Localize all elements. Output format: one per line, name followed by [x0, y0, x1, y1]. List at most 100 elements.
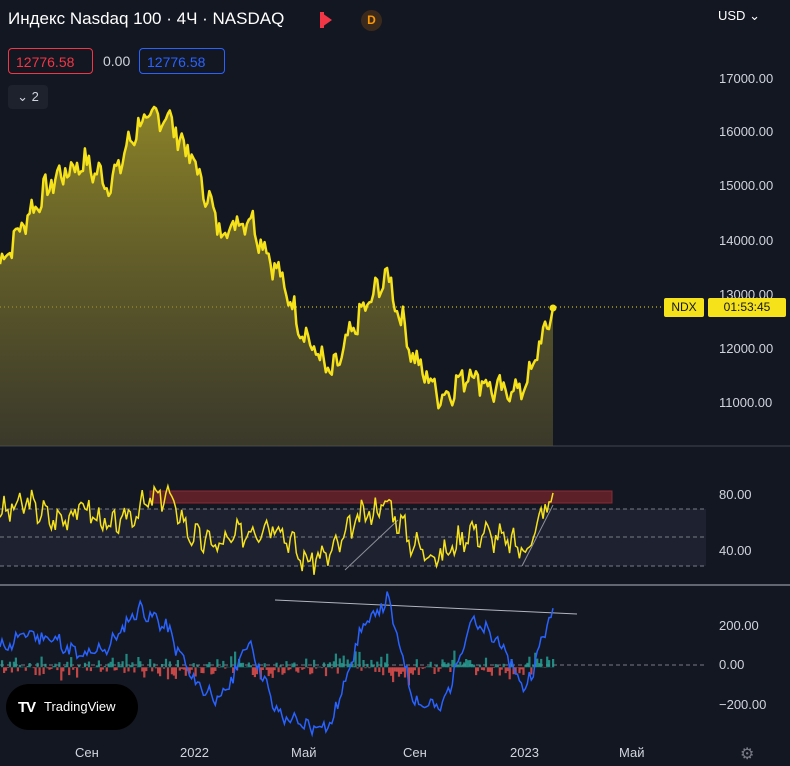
- osc-histogram-bar: [263, 663, 266, 668]
- osc-histogram-bar: [500, 667, 503, 670]
- indicators-collapse-button[interactable]: ⌄ 2: [8, 85, 48, 109]
- osc-histogram-bar: [366, 663, 369, 668]
- osc-histogram-bar: [216, 659, 219, 668]
- osc-histogram-bar: [423, 667, 426, 669]
- osc-histogram-bar: [139, 661, 142, 668]
- symbol-title[interactable]: Индекс Nasdaq 100 · 4Ч · NASDAQ: [8, 9, 285, 28]
- osc-histogram-bar: [524, 664, 527, 668]
- osc-histogram-bar: [36, 662, 39, 668]
- osc-histogram-bar: [330, 667, 333, 669]
- osc-histogram-bar: [463, 662, 466, 668]
- price-axis-label: 14000.00: [719, 233, 774, 248]
- osc-histogram-bar: [374, 667, 377, 672]
- osc-axis-label: −200.00: [719, 697, 767, 712]
- osc-histogram-bar: [407, 667, 410, 686]
- osc-histogram-bar: [492, 667, 495, 668]
- osc-histogram-bar: [87, 661, 91, 668]
- osc-histogram-bar: [281, 667, 284, 675]
- price-axis-label: 16000.00: [719, 124, 774, 139]
- symbol-price-tag: NDX: [664, 298, 704, 317]
- osc-histogram-bar: [342, 655, 345, 668]
- osc-histogram-bar: [38, 667, 41, 676]
- osc-histogram-bar: [291, 663, 294, 668]
- osc-histogram-bar: [348, 663, 351, 668]
- osc-histogram-bar: [155, 667, 158, 669]
- osc-histogram-bar: [364, 667, 367, 669]
- osc-histogram-bar: [413, 667, 416, 671]
- osc-histogram-bar: [467, 660, 470, 668]
- osc-histogram-bar: [70, 657, 73, 668]
- osc-histogram-bar: [360, 667, 363, 671]
- osc-histogram-bar: [20, 666, 23, 668]
- time-axis-label: 2023: [510, 745, 539, 760]
- osc-histogram-bar: [18, 664, 21, 668]
- osc-histogram-bar: [137, 657, 140, 668]
- sell-price-button[interactable]: 12776.58: [8, 48, 93, 74]
- dividend-badge[interactable]: D: [361, 10, 382, 31]
- osc-histogram-bar: [113, 667, 116, 671]
- osc-histogram-bar: [129, 665, 132, 668]
- osc-histogram-bar: [234, 651, 237, 668]
- osc-histogram-bar: [457, 664, 460, 668]
- tradingview-logo[interactable]: TV TradingView: [6, 684, 138, 730]
- osc-histogram-bar: [403, 667, 407, 678]
- osc-histogram-bar: [74, 667, 77, 668]
- osc-histogram-bar: [384, 662, 387, 668]
- chevron-down-icon: ⌄: [749, 8, 760, 23]
- osc-histogram-bar: [552, 659, 555, 668]
- osc-histogram-bar: [232, 667, 235, 673]
- osc-histogram-bar: [153, 663, 156, 668]
- osc-histogram-bar: [72, 667, 75, 670]
- osc-histogram-bar: [544, 667, 547, 668]
- osc-histogram-bar: [478, 664, 482, 668]
- osc-histogram-bar: [480, 667, 484, 670]
- osc-histogram-bar: [160, 664, 164, 668]
- osc-histogram-bar: [83, 662, 87, 668]
- osc-histogram-bar: [52, 666, 55, 668]
- osc-histogram-bar: [164, 658, 168, 668]
- osc-histogram-bar: [392, 667, 395, 683]
- osc-histogram-bar: [346, 659, 349, 668]
- currency-selector[interactable]: USD ⌄: [718, 8, 760, 24]
- osc-histogram-bar: [528, 656, 531, 668]
- osc-histogram-bar: [218, 667, 221, 668]
- osc-histogram-bar: [166, 667, 170, 680]
- osc-histogram-bar: [441, 659, 444, 668]
- osc-histogram-bar: [382, 667, 385, 676]
- osc-histogram-bar: [16, 667, 19, 672]
- osc-histogram-bar: [315, 667, 318, 669]
- buy-price-button[interactable]: 12776.58: [139, 48, 225, 74]
- osc-histogram-bar: [289, 667, 292, 670]
- osc-histogram-bar: [338, 658, 341, 668]
- gear-icon[interactable]: ⚙: [740, 746, 755, 763]
- osc-histogram-bar: [76, 667, 79, 678]
- osc-histogram-bar: [453, 650, 456, 668]
- osc-histogram-bar: [3, 667, 6, 673]
- time-axis-label: Май: [291, 745, 317, 760]
- osc-histogram-bar: [297, 667, 300, 673]
- osc-histogram-bar: [245, 666, 249, 668]
- rsi-axis-label: 40.00: [719, 543, 752, 558]
- osc-histogram-bar: [522, 667, 525, 675]
- osc-histogram-bar: [496, 665, 499, 668]
- osc-histogram-bar: [461, 665, 464, 668]
- osc-histogram-bar: [178, 667, 181, 671]
- osc-histogram-bar: [141, 667, 144, 672]
- osc-histogram-bar: [253, 667, 256, 678]
- osc-histogram-bar: [502, 663, 505, 668]
- osc-histogram-bar: [188, 667, 191, 674]
- osc-histogram-bar: [443, 662, 446, 668]
- osc-histogram-bar: [305, 658, 308, 668]
- osc-histogram-bar: [255, 667, 258, 675]
- osc-histogram-bar: [508, 667, 511, 680]
- spread-value: 0.00: [103, 53, 131, 69]
- osc-histogram-bar: [145, 667, 148, 672]
- osc-histogram-bar: [275, 662, 278, 668]
- osc-histogram-bar: [301, 667, 304, 670]
- osc-histogram-bar: [89, 667, 92, 672]
- osc-histogram-bar: [498, 667, 501, 676]
- osc-histogram-bar: [368, 667, 371, 669]
- osc-histogram-bar: [322, 662, 326, 668]
- osc-histogram-bar: [372, 664, 375, 668]
